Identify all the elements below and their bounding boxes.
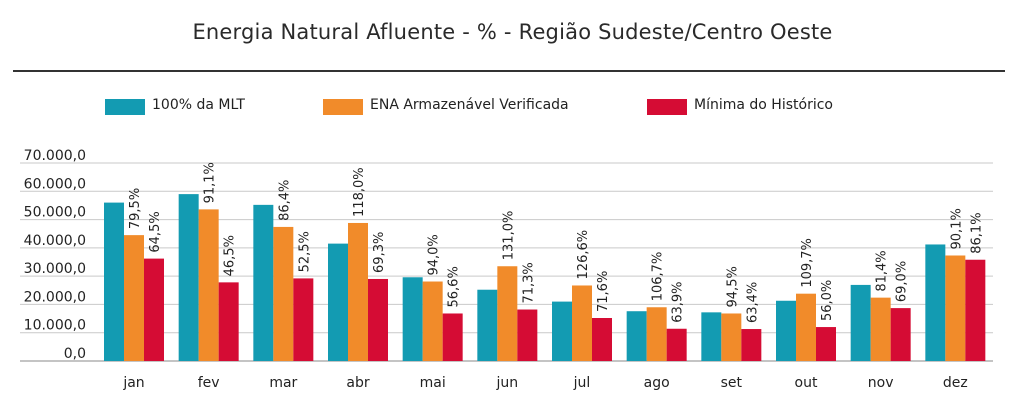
legend-swatch-mlt bbox=[105, 99, 145, 115]
y-tick-label: 30.000,0 bbox=[24, 261, 86, 277]
legend-label-ena: ENA Armazenável Verificada bbox=[370, 97, 569, 113]
data-label: 126,6% bbox=[576, 230, 591, 280]
bar-nov-series-0 bbox=[850, 284, 871, 361]
y-tick-label: 60.000,0 bbox=[24, 176, 86, 192]
bar-nov-series-2 bbox=[890, 308, 911, 361]
y-tick-label: 20.000,0 bbox=[24, 289, 86, 305]
data-label: 118,0% bbox=[352, 167, 367, 217]
bar-mai-series-0 bbox=[402, 277, 423, 361]
bar-set-series-1 bbox=[721, 313, 742, 361]
bar-mai-series-1 bbox=[422, 281, 443, 361]
bar-nov-series-1 bbox=[870, 297, 891, 361]
bar-jul-series-2 bbox=[592, 318, 612, 361]
x-tick-label: jun bbox=[496, 375, 519, 391]
data-label: 56,6% bbox=[447, 266, 462, 307]
bar-set-series-0 bbox=[701, 312, 722, 361]
bar-abr-series-0 bbox=[328, 243, 348, 361]
bar-jul-series-1 bbox=[572, 285, 592, 361]
x-tick-label: set bbox=[721, 375, 743, 391]
data-label: 131,0% bbox=[501, 211, 516, 261]
bar-out-series-2 bbox=[816, 327, 836, 361]
title-divider bbox=[13, 70, 1005, 72]
bar-dez-series-1 bbox=[945, 255, 966, 361]
data-label: 69,0% bbox=[895, 261, 910, 302]
data-label: 86,1% bbox=[969, 212, 984, 253]
x-tick-label: dez bbox=[943, 375, 968, 391]
y-tick-label: 0,0 bbox=[64, 346, 86, 362]
x-tick-label: mai bbox=[420, 375, 446, 391]
bar-jan-series-2 bbox=[144, 258, 164, 361]
legend-label-mlt: 100% da MLT bbox=[152, 97, 245, 113]
data-label: 79,5% bbox=[128, 188, 143, 229]
legend-label-min: Mínima do Histórico bbox=[694, 97, 833, 113]
x-tick-label: out bbox=[795, 375, 818, 391]
chart-title: Energia Natural Afluente - % - Região Su… bbox=[192, 20, 833, 44]
bar-ago-series-0 bbox=[626, 311, 647, 361]
data-label: 71,3% bbox=[521, 262, 536, 303]
x-tick-label: jul bbox=[573, 375, 591, 391]
data-label: 109,7% bbox=[800, 238, 815, 288]
data-label: 56,0% bbox=[820, 280, 835, 321]
legend-swatch-min bbox=[647, 99, 687, 115]
data-label: 90,1% bbox=[949, 208, 964, 249]
bar-ago-series-2 bbox=[666, 328, 687, 361]
bar-jul-series-0 bbox=[552, 301, 572, 361]
bar-dez-series-2 bbox=[965, 259, 986, 361]
x-tick-label: ago bbox=[644, 375, 670, 391]
data-label: 81,4% bbox=[875, 250, 890, 291]
bar-set-series-2 bbox=[741, 329, 762, 361]
x-tick-label: abr bbox=[346, 375, 369, 391]
data-label: 86,4% bbox=[277, 180, 292, 221]
bar-mar-series-0 bbox=[253, 204, 274, 361]
bar-jan-series-1 bbox=[124, 235, 144, 361]
data-label: 46,5% bbox=[223, 235, 238, 276]
data-label: 106,7% bbox=[651, 252, 666, 302]
data-label: 71,6% bbox=[596, 271, 611, 312]
y-tick-label: 70.000,0 bbox=[24, 148, 86, 164]
bar-out-series-1 bbox=[796, 293, 816, 361]
bar-mar-series-2 bbox=[293, 278, 314, 361]
bar-jun-series-2 bbox=[517, 309, 538, 361]
bar-dez-series-0 bbox=[925, 244, 946, 361]
data-label: 64,5% bbox=[148, 211, 163, 252]
y-tick-label: 50.000,0 bbox=[24, 205, 86, 221]
bar-jun-series-1 bbox=[497, 266, 518, 361]
data-label: 63,9% bbox=[671, 281, 686, 322]
data-label: 91,1% bbox=[203, 162, 218, 203]
bar-abr-series-2 bbox=[368, 278, 388, 361]
x-tick-label: nov bbox=[868, 375, 894, 391]
bar-fev-series-2 bbox=[218, 282, 239, 361]
x-tick-label: jan bbox=[122, 375, 144, 391]
data-label: 94,5% bbox=[725, 266, 740, 307]
bar-jan-series-0 bbox=[104, 202, 124, 361]
bar-fev-series-0 bbox=[178, 194, 199, 361]
data-label: 69,3% bbox=[372, 232, 387, 273]
x-tick-label: fev bbox=[198, 375, 220, 391]
x-tick-label: mar bbox=[269, 375, 297, 391]
bar-mar-series-1 bbox=[273, 226, 294, 361]
legend: 100% da MLT ENA Armazenável Verificada M… bbox=[0, 97, 1025, 119]
y-tick-label: 40.000,0 bbox=[24, 233, 86, 249]
bar-jun-series-0 bbox=[477, 289, 498, 361]
legend-swatch-ena bbox=[323, 99, 363, 115]
bar-out-series-0 bbox=[776, 300, 796, 361]
bar-ago-series-1 bbox=[646, 307, 667, 361]
data-label: 94,0% bbox=[427, 234, 442, 275]
bar-mai-series-2 bbox=[442, 313, 463, 361]
bar-fev-series-1 bbox=[198, 209, 219, 361]
data-label: 63,4% bbox=[745, 282, 760, 323]
data-label: 52,5% bbox=[297, 231, 312, 272]
bar-abr-series-1 bbox=[348, 222, 368, 361]
y-tick-label: 10.000,0 bbox=[24, 318, 86, 334]
